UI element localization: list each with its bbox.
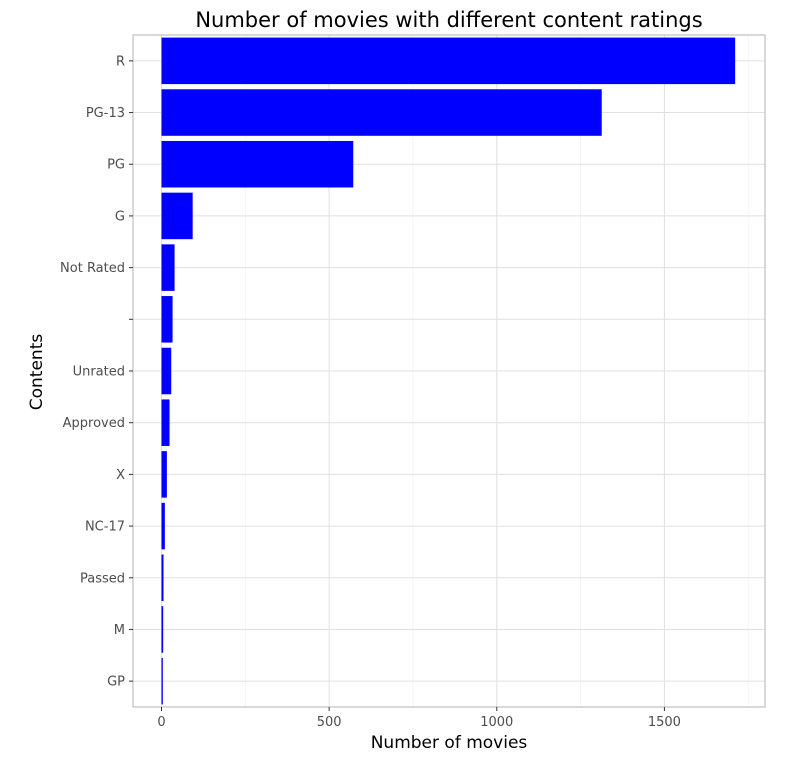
y-tick-label: Approved <box>63 416 125 431</box>
y-tick-label: GP <box>107 675 125 690</box>
y-axis-ticks: R PG-13 PG G Not Rated Unrated Approved X NC-17 P… <box>60 54 133 690</box>
bar <box>161 140 354 188</box>
x-axis-title: Number of movies <box>371 733 528 753</box>
x-tick-label: 500 <box>317 715 342 730</box>
bar <box>161 606 164 653</box>
y-tick-label: G <box>115 209 125 224</box>
bar <box>161 37 736 85</box>
y-axis-title: Contents <box>27 334 47 411</box>
bars <box>161 37 736 705</box>
bar <box>161 347 172 395</box>
y-tick-label: R <box>116 54 125 69</box>
y-tick-label: Passed <box>80 571 125 586</box>
bar <box>161 244 175 291</box>
x-tick-label: 0 <box>157 715 165 730</box>
bar <box>161 657 163 705</box>
bar <box>161 399 170 446</box>
x-axis-ticks: 0 500 1000 1500 <box>157 707 681 730</box>
y-tick-label: PG <box>107 158 125 173</box>
x-tick-label: 1500 <box>648 715 681 730</box>
bar <box>161 89 602 136</box>
y-tick-label: PG-13 <box>86 106 125 121</box>
bar <box>161 192 193 240</box>
bar <box>161 502 165 550</box>
x-tick-label: 1000 <box>480 715 513 730</box>
bar <box>161 554 164 602</box>
y-tick-label: Not Rated <box>60 261 125 276</box>
y-tick-label: NC-17 <box>85 520 125 535</box>
chart-title: Number of movies with different content … <box>195 8 702 32</box>
y-tick-label: Unrated <box>73 365 125 380</box>
bar <box>161 451 167 498</box>
y-tick-label: M <box>114 623 125 638</box>
y-tick-label: X <box>116 468 125 483</box>
bar <box>161 296 173 343</box>
